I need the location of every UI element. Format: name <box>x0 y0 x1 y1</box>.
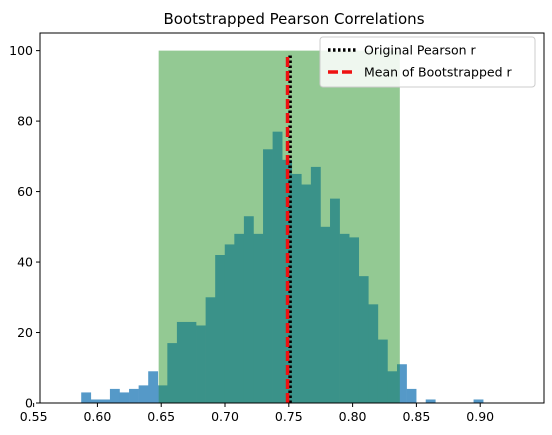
legend: Original Pearson r Mean of Bootstrapped … <box>319 36 536 88</box>
histogram-bar <box>243 216 254 403</box>
histogram-bar <box>320 226 331 403</box>
histogram-bar <box>253 233 264 403</box>
x-tick-label: 0.60 <box>83 409 111 424</box>
histogram-bar <box>263 149 273 403</box>
histogram-bar <box>100 399 111 403</box>
histogram-bar <box>129 388 139 403</box>
legend-label-mean: Mean of Bootstrapped r <box>364 65 513 80</box>
histogram-bar <box>234 233 245 403</box>
histogram-bar <box>167 343 178 403</box>
histogram-bar <box>339 233 350 403</box>
histogram-bar <box>138 385 149 403</box>
plot-frame <box>39 32 545 404</box>
y-tick-label: 40 <box>17 255 33 270</box>
histogram-bar <box>109 388 120 403</box>
x-tick-label: 0.70 <box>211 409 239 424</box>
x-tick-label: 0.90 <box>466 409 494 424</box>
histogram-bar <box>176 321 187 403</box>
histogram-bar <box>291 173 302 403</box>
legend-label-original: Original Pearson r <box>364 43 477 58</box>
histogram-bar <box>377 339 388 403</box>
y-tick-label: 60 <box>17 184 33 199</box>
y-tick-label: 20 <box>17 325 33 340</box>
x-tick-label: 0.65 <box>147 409 175 424</box>
x-tick-label: 0.80 <box>339 409 367 424</box>
y-axis: 0 20 40 60 80 100 <box>9 43 40 411</box>
histogram-bar <box>224 244 235 403</box>
histogram-bar <box>158 385 168 403</box>
histogram-bar <box>148 371 159 403</box>
histogram-bar <box>272 131 283 403</box>
x-tick-label: 0.85 <box>402 409 430 424</box>
histogram-bar <box>157 385 159 403</box>
x-tick-label: 0.75 <box>275 409 303 424</box>
histogram-bar <box>387 371 398 403</box>
histogram-bar <box>425 399 436 403</box>
histogram-bar <box>399 364 407 403</box>
y-tick-label: 100 <box>9 43 33 58</box>
y-tick-label: 80 <box>17 114 33 129</box>
histogram-bar <box>119 392 130 403</box>
legend-box <box>319 36 536 88</box>
histogram-bar <box>205 297 216 403</box>
histogram-bar <box>473 399 484 403</box>
histogram-bar <box>368 304 379 403</box>
y-tick-label: 0 <box>25 396 33 411</box>
histogram-bar <box>397 364 401 403</box>
histogram-bar <box>330 198 340 403</box>
histogram-bar <box>406 388 417 403</box>
histogram-bar <box>358 276 369 403</box>
x-axis: 0.55 0.60 0.65 0.70 0.75 0.80 0.85 0.90 <box>20 403 494 424</box>
histogram-bar <box>186 321 197 403</box>
histogram-bar <box>196 325 206 403</box>
histogram-bar <box>215 255 226 403</box>
histogram-bar <box>310 166 321 403</box>
histogram-bar <box>349 237 360 403</box>
histogram-bar <box>81 392 92 403</box>
chart-title: Bootstrapped Pearson Correlations <box>163 10 424 28</box>
x-tick-label: 0.55 <box>20 409 48 424</box>
histogram-bar <box>301 184 312 403</box>
histogram-bar <box>90 399 101 403</box>
plot-area <box>81 50 484 403</box>
